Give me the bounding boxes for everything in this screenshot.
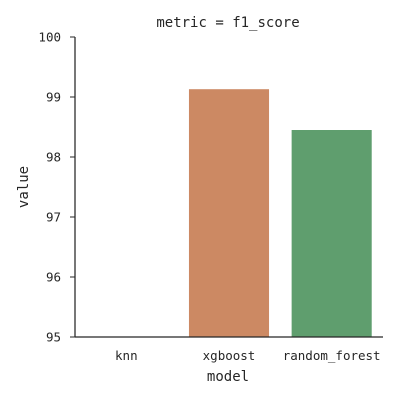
y-tick-label-96: 96	[46, 270, 61, 285]
bar-xgboost	[188, 89, 270, 337]
chart-title: metric = f1_score	[156, 15, 299, 31]
y-axis-label: value	[16, 166, 32, 208]
y-tick-label-95: 95	[46, 330, 61, 345]
x-axis-label: model	[207, 369, 249, 385]
x-tick-label-knn: knn	[115, 348, 138, 363]
bars-group	[188, 89, 372, 337]
y-ticks-group: 95 96 97 98 99 100	[38, 30, 75, 345]
y-tick-label-100: 100	[38, 30, 61, 45]
bar-random_forest	[291, 130, 372, 337]
x-ticks-group: knn xgboost random_forest	[115, 348, 381, 363]
y-tick-label-98: 98	[46, 150, 61, 165]
x-tick-label-xgboost: xgboost	[203, 348, 256, 363]
y-tick-label-99: 99	[46, 90, 61, 105]
y-tick-label-97: 97	[46, 210, 61, 225]
x-tick-label-random_forest: random_forest	[283, 348, 381, 363]
